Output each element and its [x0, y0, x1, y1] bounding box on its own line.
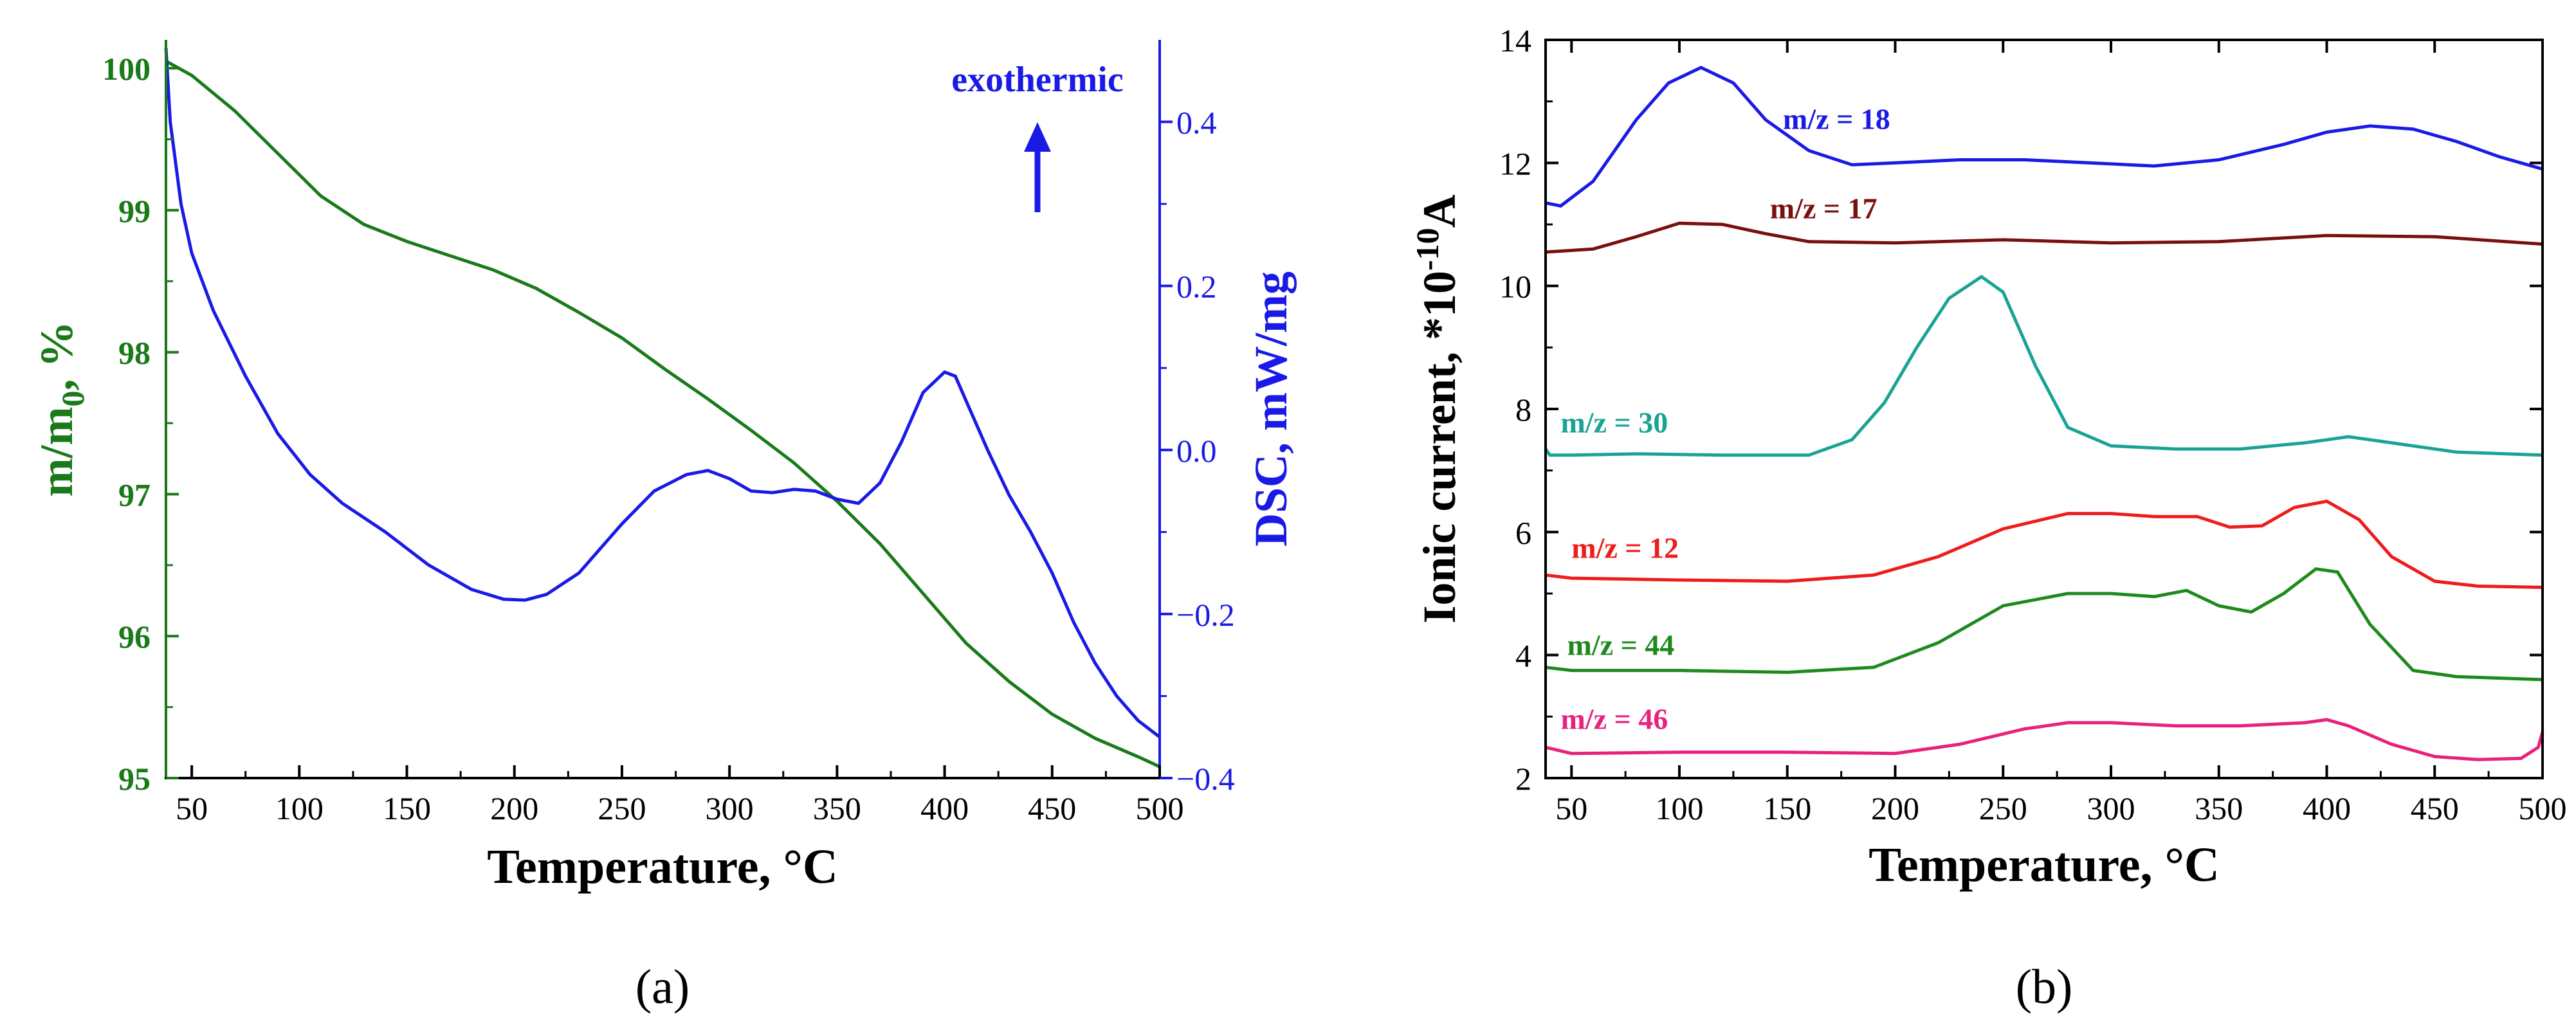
- y-left-title-subscript: 0: [55, 391, 91, 407]
- ion-curve-18: [1545, 66, 2543, 208]
- x-tick-label: 300: [706, 790, 754, 826]
- y-left-tick-label: 95: [118, 761, 151, 797]
- x-tick-label: 200: [490, 790, 538, 826]
- y-title-superscript: -10: [1409, 228, 1445, 271]
- exothermic-arrow-icon: [1024, 122, 1051, 212]
- x-tick-label: 50: [176, 790, 208, 826]
- x-tick-label: 200: [1871, 790, 1919, 826]
- y-right-tick-label: 0.0: [1176, 433, 1217, 469]
- panel-b: 50 100 150 200 250 300 350 400 450 500 2 4 6 8 10 12 14…: [1409, 23, 2567, 1014]
- x-tick-label: 400: [2303, 790, 2351, 826]
- panel-b-series-layer: [1544, 66, 2544, 761]
- x-tick-label: 450: [1028, 790, 1076, 826]
- y-title-suffix: A: [1414, 194, 1465, 228]
- y-tick-label: 2: [1515, 761, 1531, 797]
- exothermic-annotation: exothermic: [951, 60, 1123, 100]
- panel-b-x-ticks: 50 100 150 200 250 300 350 400 450 500: [1555, 40, 2567, 826]
- panel-a-y-right-axis-title: DSC, mW/mg: [1245, 271, 1297, 547]
- y-left-tick-label: 99: [118, 193, 151, 229]
- y-tick-label: 12: [1499, 145, 1531, 181]
- y-right-tick-label: 0.2: [1176, 269, 1217, 305]
- panel-b-y-ticks: 2 4 6 8 10 12 14: [1499, 23, 2543, 797]
- x-tick-label: 150: [383, 790, 431, 826]
- x-tick-label: 350: [2195, 790, 2243, 826]
- y-tick-label: 8: [1515, 392, 1531, 428]
- panel-b-x-axis-title: Temperature, °C: [1868, 838, 2219, 892]
- dsc-curve: [164, 48, 1161, 739]
- y-tick-label: 4: [1515, 638, 1531, 674]
- x-tick-label: 250: [1979, 790, 2027, 826]
- y-left-title-main: m/m: [31, 407, 82, 497]
- panel-a-label: (a): [635, 960, 690, 1014]
- panel-a-x-axis-title: Temperature, °C: [487, 840, 837, 894]
- tg-mass-curve: [165, 59, 1161, 768]
- y-left-tick-label: 96: [118, 619, 151, 655]
- y-left-tick-label: 97: [118, 476, 151, 512]
- panel-a-series-layer: [164, 48, 1161, 768]
- series-label: m/z = 44: [1567, 629, 1675, 662]
- series-label: m/z = 30: [1560, 406, 1668, 439]
- series-label: m/z = 18: [1783, 103, 1890, 136]
- ion-curve-12: [1545, 499, 2543, 589]
- panel-b-label: (b): [2016, 960, 2073, 1014]
- y-right-tick-label: −0.4: [1176, 761, 1235, 797]
- panel-a-y-left-axis-title: m/m0, %: [31, 322, 91, 497]
- y-tick-label: 6: [1515, 514, 1531, 550]
- x-tick-label: 400: [920, 790, 969, 826]
- x-tick-label: 150: [1763, 790, 1811, 826]
- y-title-main: Ionic current, *10: [1414, 271, 1465, 624]
- panel-b-y-axis-title: Ionic current, *10-10A: [1409, 194, 1465, 623]
- y-left-tick-label: 100: [102, 51, 151, 87]
- ion-curve-44: [1545, 567, 2543, 682]
- series-label: m/z = 46: [1560, 702, 1668, 735]
- panel-a-y-left-ticks: 95 96 97 98 99 100: [102, 51, 179, 797]
- x-tick-label: 300: [2087, 790, 2135, 826]
- y-right-tick-label: 0.4: [1176, 105, 1217, 141]
- ion-curve-46: [1545, 718, 2544, 761]
- x-tick-label: 250: [598, 790, 646, 826]
- y-tick-label: 14: [1499, 23, 1531, 59]
- x-tick-label: 100: [275, 790, 324, 826]
- y-left-title-suffix: , %: [31, 322, 82, 391]
- x-tick-label: 500: [1136, 790, 1184, 826]
- panel-b-series-labels: m/z = 18 m/z = 17 m/z = 30 m/z = 12 m/z = 44…: [1560, 103, 1890, 736]
- x-tick-label: 100: [1656, 790, 1704, 826]
- x-tick-label: 500: [2519, 790, 2567, 826]
- y-left-tick-label: 98: [118, 335, 151, 371]
- y-tick-label: 10: [1499, 269, 1531, 305]
- ion-curve-30: [1544, 275, 2543, 457]
- panel-b-plot-frame: [1544, 39, 2544, 779]
- x-tick-label: 350: [813, 790, 861, 826]
- x-tick-label: 50: [1555, 790, 1587, 826]
- ion-curve-17: [1545, 221, 2543, 254]
- y-right-tick-label: −0.2: [1176, 597, 1235, 633]
- panel-a-x-ticks: 50 100 150 200 250 300 350 400 450 500: [176, 765, 1184, 826]
- panel-a: 50 100 150 200 250 300 350 400 450 500 95 96 97 98 99…: [31, 40, 1297, 1014]
- series-label: m/z = 12: [1571, 532, 1679, 565]
- x-tick-label: 450: [2411, 790, 2459, 826]
- panel-a-y-right-ticks: −0.4 −0.2 0.0 0.2 0.4: [1160, 105, 1235, 797]
- series-label: m/z = 17: [1770, 192, 1877, 224]
